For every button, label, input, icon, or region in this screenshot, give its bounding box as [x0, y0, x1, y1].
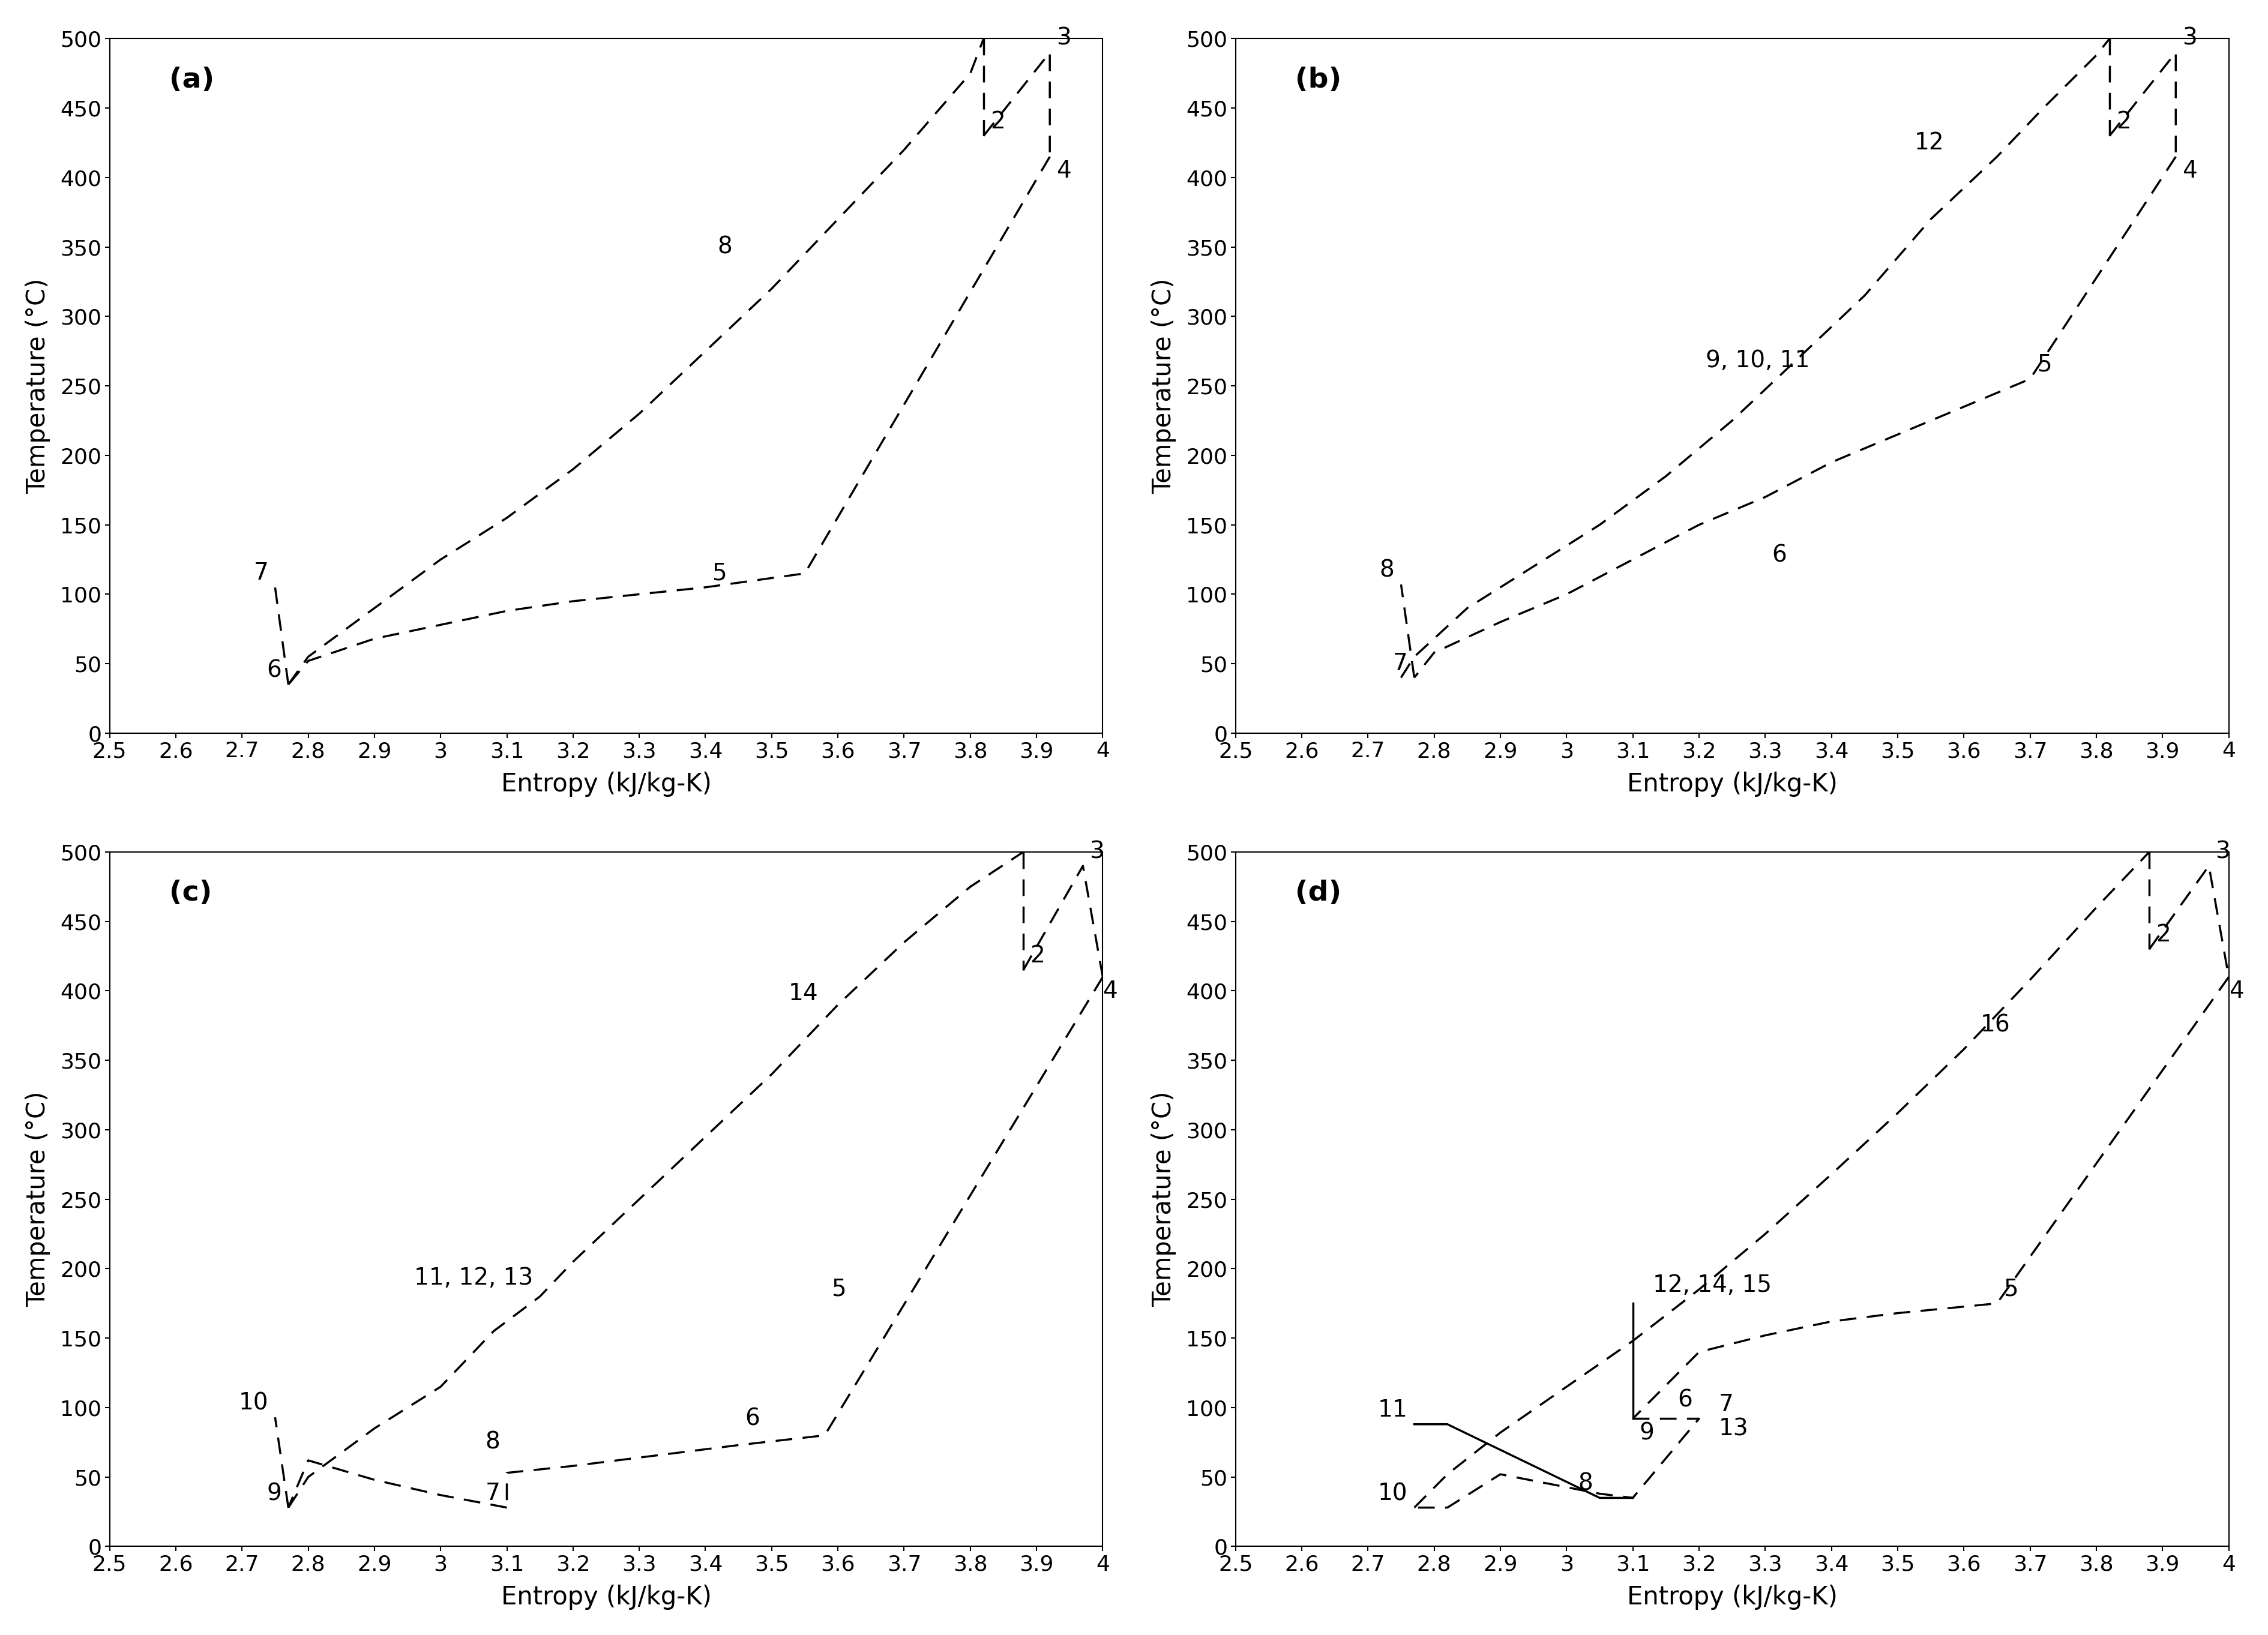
Text: (a): (a) — [170, 67, 213, 93]
Text: 2: 2 — [2116, 110, 2130, 132]
Text: 6: 6 — [744, 1408, 760, 1429]
X-axis label: Entropy (kJ/kg-K): Entropy (kJ/kg-K) — [501, 1584, 712, 1610]
Text: 2: 2 — [989, 110, 1005, 132]
Text: 16: 16 — [1980, 1014, 2009, 1037]
Text: 5: 5 — [2003, 1279, 2019, 1300]
Text: (c): (c) — [170, 880, 211, 907]
Text: 12, 14, 15: 12, 14, 15 — [1651, 1274, 1771, 1297]
Text: 6: 6 — [1676, 1390, 1692, 1411]
Text: 2: 2 — [2155, 924, 2170, 947]
Text: 3: 3 — [1089, 840, 1105, 863]
Y-axis label: Temperature (°C): Temperature (°C) — [25, 278, 50, 494]
Text: (b): (b) — [1295, 67, 1340, 93]
X-axis label: Entropy (kJ/kg-K): Entropy (kJ/kg-K) — [1626, 772, 1837, 796]
Text: 14: 14 — [787, 983, 819, 1006]
Text: 6: 6 — [1771, 544, 1787, 566]
Text: 11: 11 — [1377, 1398, 1408, 1421]
Text: (d): (d) — [1295, 880, 1340, 907]
Text: 12: 12 — [1914, 131, 1944, 154]
Text: 6: 6 — [268, 659, 281, 682]
Text: 9: 9 — [1640, 1421, 1653, 1444]
Text: 4: 4 — [2227, 979, 2243, 1002]
Text: 4: 4 — [1057, 160, 1070, 181]
Text: 4: 4 — [2182, 160, 2198, 181]
X-axis label: Entropy (kJ/kg-K): Entropy (kJ/kg-K) — [501, 772, 712, 796]
Text: 3: 3 — [2216, 840, 2229, 863]
X-axis label: Entropy (kJ/kg-K): Entropy (kJ/kg-K) — [1626, 1584, 1837, 1610]
Text: 13: 13 — [1719, 1418, 1749, 1440]
Text: 7: 7 — [1393, 652, 1408, 675]
Text: 5: 5 — [712, 562, 726, 585]
Text: 11, 12, 13: 11, 12, 13 — [415, 1267, 533, 1290]
Text: 5: 5 — [2037, 353, 2050, 376]
Text: 10: 10 — [1377, 1481, 1408, 1504]
Text: 7: 7 — [1719, 1393, 1733, 1416]
Y-axis label: Temperature (°C): Temperature (°C) — [25, 1092, 50, 1306]
Text: 9, 10, 11: 9, 10, 11 — [1706, 350, 1810, 373]
Text: 4: 4 — [1102, 979, 1118, 1002]
Text: 8: 8 — [717, 235, 733, 258]
Text: 7: 7 — [485, 1481, 499, 1504]
Text: 3: 3 — [1057, 26, 1070, 49]
Text: 3: 3 — [2182, 26, 2198, 49]
Text: 8: 8 — [485, 1431, 499, 1454]
Text: 5: 5 — [830, 1279, 846, 1300]
Text: 8: 8 — [1379, 559, 1395, 582]
Text: 10: 10 — [238, 1391, 268, 1414]
Text: 7: 7 — [254, 562, 268, 585]
Text: 2: 2 — [1030, 945, 1046, 968]
Text: 8: 8 — [1579, 1472, 1592, 1494]
Text: 9: 9 — [268, 1481, 281, 1504]
Y-axis label: Temperature (°C): Temperature (°C) — [1150, 278, 1175, 494]
Y-axis label: Temperature (°C): Temperature (°C) — [1150, 1092, 1175, 1306]
